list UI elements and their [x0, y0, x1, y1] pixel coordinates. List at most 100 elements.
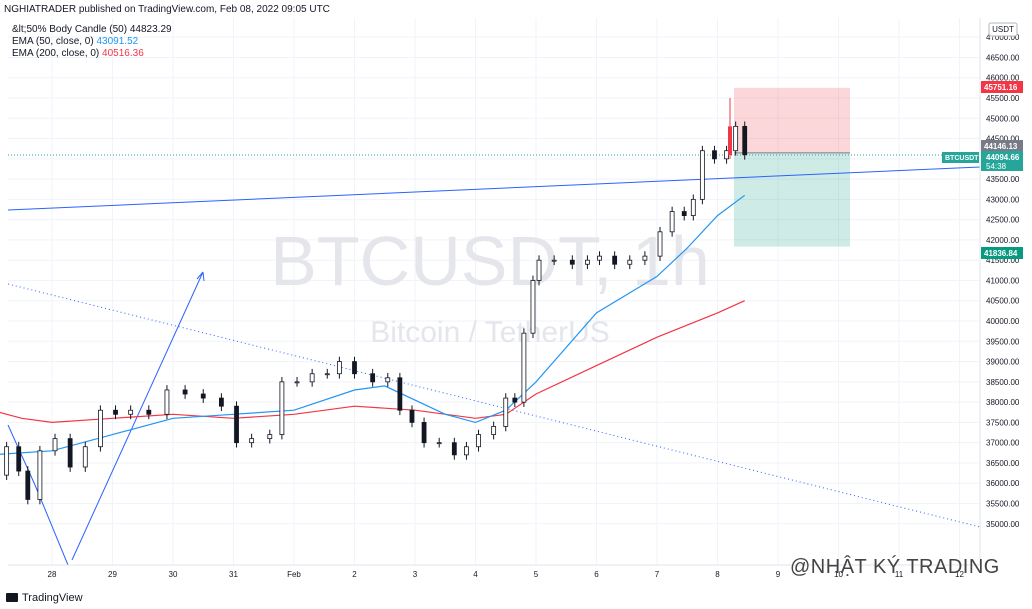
tradingview-logo[interactable]: TradingView: [6, 592, 83, 604]
x-tick-label: 9: [776, 570, 781, 579]
candle-body[interactable]: [218, 397, 224, 407]
candle-body[interactable]: [451, 442, 457, 456]
price-label-text: 45751.16: [984, 83, 1018, 92]
price-label-box: [981, 140, 1023, 152]
candle-body[interactable]: [627, 259, 633, 265]
trendline-support[interactable]: [7, 166, 981, 211]
candle-body[interactable]: [464, 446, 469, 456]
y-tick-label: 40000.00: [986, 317, 1020, 326]
candle-body[interactable]: [742, 125, 748, 156]
candle-body[interactable]: [25, 470, 31, 500]
candle-body[interactable]: [409, 409, 415, 423]
candle-body[interactable]: [681, 211, 687, 216]
candle-body[interactable]: [690, 198, 696, 216]
x-tick-label: 4: [473, 570, 478, 579]
x-tick-label: 5: [534, 570, 539, 579]
current-price-box: [981, 151, 1023, 171]
candle-body[interactable]: [309, 373, 315, 383]
legend-item-ema200[interactable]: EMA (200, close, 0) 40516.36: [12, 48, 172, 60]
x-tick-label: 31: [229, 570, 238, 579]
take-profit-zone[interactable]: [734, 152, 850, 247]
trendline-resistance-dotted[interactable]: [7, 283, 981, 528]
arrow-line[interactable]: [71, 271, 204, 561]
x-tick-label: 28: [48, 570, 57, 579]
candle-body[interactable]: [352, 361, 357, 375]
candle-body[interactable]: [52, 438, 58, 452]
y-tick-label: 38000.00: [986, 398, 1020, 407]
x-tick-label: 11: [895, 570, 904, 579]
candle-body[interactable]: [476, 434, 481, 448]
candle-body[interactable]: [16, 446, 22, 472]
candle-body[interactable]: [234, 405, 239, 444]
legend-item-ema50[interactable]: EMA (50, close, 0) 43091.52: [12, 36, 172, 48]
candle-body[interactable]: [370, 373, 376, 383]
y-tick-label: 36000.00: [986, 479, 1020, 488]
candle-body[interactable]: [249, 438, 255, 444]
candle-body[interactable]: [642, 255, 648, 261]
candle-body[interactable]: [597, 255, 602, 261]
candle-body[interactable]: [436, 442, 442, 445]
candle-body[interactable]: [612, 255, 618, 265]
candle-body[interactable]: [128, 409, 134, 415]
x-tick-label: 3: [413, 570, 418, 579]
watermark-symbol: BTCUSDT, 1h: [270, 222, 710, 300]
arrow-line-left[interactable]: [7, 424, 69, 566]
candle-body[interactable]: [267, 434, 273, 440]
candle-body[interactable]: [657, 231, 663, 257]
legend-value: 40516.36: [102, 48, 144, 59]
candle-body[interactable]: [699, 150, 705, 200]
candle-body[interactable]: [733, 125, 739, 152]
candle-body[interactable]: [67, 438, 73, 468]
candle-body[interactable]: [536, 259, 542, 281]
candle-body[interactable]: [421, 422, 427, 444]
currency-badge[interactable]: [988, 22, 1018, 37]
x-tick-label: Feb: [287, 570, 301, 579]
y-tick-label: 40500.00: [986, 297, 1020, 306]
candle-body[interactable]: [279, 381, 285, 435]
price-label-box: [981, 247, 1023, 259]
candle-body[interactable]: [113, 409, 118, 415]
candle-body[interactable]: [585, 259, 590, 265]
y-tick-label: 46000.00: [986, 74, 1020, 83]
candle-body[interactable]: [336, 361, 342, 375]
legend-item-body-candle[interactable]: &lt;50% Body Candle (50) 44823.29: [12, 24, 172, 36]
y-tick-label: 44500.00: [986, 135, 1020, 144]
candle-body[interactable]: [551, 259, 557, 262]
candle-body[interactable]: [200, 393, 206, 399]
candle-body[interactable]: [569, 259, 575, 265]
x-tick-label: 7: [655, 570, 660, 579]
candle-body[interactable]: [294, 381, 300, 384]
candle-body[interactable]: [397, 377, 403, 411]
y-tick-label: 45000.00: [986, 114, 1020, 123]
y-tick-label: 39500.00: [986, 337, 1020, 346]
candle-body[interactable]: [712, 150, 717, 160]
ema50-line: [0, 194, 746, 455]
candle-body[interactable]: [182, 389, 188, 395]
candle-body[interactable]: [82, 446, 88, 468]
candle-body[interactable]: [146, 409, 152, 415]
legend-value: 43091.52: [96, 36, 139, 47]
candle-body[interactable]: [324, 373, 330, 376]
overlay-watermark: @NHẬT KÝ TRADING: [790, 556, 1000, 578]
x-tick-label: 2: [352, 570, 357, 579]
candle-body[interactable]: [98, 409, 103, 448]
candle-body[interactable]: [385, 377, 391, 383]
stop-loss-zone[interactable]: [734, 87, 850, 153]
candle-body[interactable]: [4, 446, 10, 476]
candle-body[interactable]: [521, 332, 527, 403]
candle-body[interactable]: [37, 450, 43, 500]
candle-body[interactable]: [503, 397, 509, 427]
current-price-value: 44094.66: [986, 153, 1020, 162]
candle-body[interactable]: [724, 150, 729, 160]
candle-body[interactable]: [669, 211, 675, 233]
candle-body[interactable]: [512, 397, 518, 403]
candle-body[interactable]: [491, 426, 497, 435]
candle-body[interactable]: [530, 280, 536, 334]
y-tick-label: 42500.00: [986, 216, 1020, 225]
legend-label: &lt;50% Body Candle (50): [12, 24, 128, 35]
y-tick-label: 38500.00: [986, 378, 1020, 387]
candle-body[interactable]: [164, 389, 170, 415]
symbol-tag-label: BTCUSDT: [945, 155, 979, 162]
candle-body-last[interactable]: [728, 126, 732, 156]
